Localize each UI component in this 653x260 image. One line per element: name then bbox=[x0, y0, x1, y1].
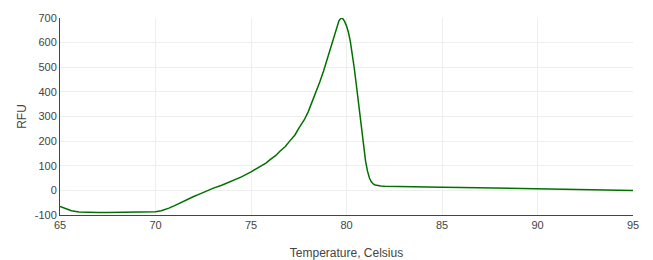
svg-text:-100: -100 bbox=[35, 209, 57, 221]
svg-text:100: 100 bbox=[38, 160, 56, 172]
svg-text:RFU: RFU bbox=[15, 104, 29, 129]
svg-text:600: 600 bbox=[38, 36, 56, 48]
svg-text:80: 80 bbox=[340, 219, 352, 231]
svg-text:0: 0 bbox=[51, 184, 57, 196]
svg-text:75: 75 bbox=[245, 219, 257, 231]
svg-text:400: 400 bbox=[38, 86, 56, 98]
svg-text:700: 700 bbox=[38, 12, 56, 24]
svg-text:500: 500 bbox=[38, 61, 56, 73]
svg-text:300: 300 bbox=[38, 110, 56, 122]
svg-text:95: 95 bbox=[627, 219, 639, 231]
svg-text:90: 90 bbox=[531, 219, 543, 231]
svg-text:65: 65 bbox=[54, 219, 66, 231]
svg-text:85: 85 bbox=[436, 219, 448, 231]
svg-text:Temperature, Celsius: Temperature, Celsius bbox=[290, 246, 403, 260]
svg-text:70: 70 bbox=[149, 219, 161, 231]
svg-text:200: 200 bbox=[38, 135, 56, 147]
